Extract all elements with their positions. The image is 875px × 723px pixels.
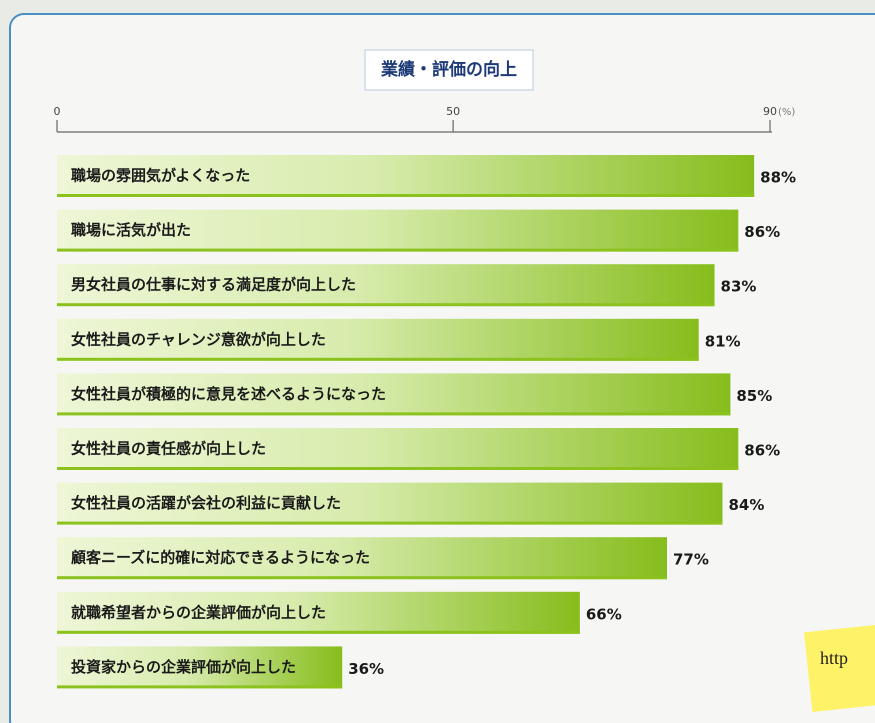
chart-title: 業績・評価の向上 (381, 59, 517, 80)
x-tick-label: 50 (446, 105, 460, 118)
category-label: 女性社員が積極的に意見を述べるようになった (71, 385, 386, 403)
category-label: 女性社員のチャレンジ意欲が向上した (71, 330, 326, 348)
bar-edge (57, 357, 699, 361)
bar-edge (57, 467, 739, 470)
bar-edge (57, 248, 739, 252)
bar (57, 428, 739, 470)
value-label: 86% (744, 442, 780, 460)
title-box (364, 49, 534, 91)
bar-edge (57, 685, 343, 689)
category-label: 職場に活気が出た (71, 221, 191, 239)
category-label: 男女社員の仕事に対する満足度が向上した (71, 276, 356, 294)
category-label: 女性社員の責任感が向上した (71, 440, 266, 458)
category-label: 就職希望者からの企業評価が向上した (71, 603, 326, 621)
value-label: 66% (586, 605, 622, 623)
bar-edge (57, 194, 755, 197)
value-label: 84% (728, 496, 764, 514)
bar (57, 264, 715, 307)
bar-edge (57, 412, 731, 416)
x-axis-unit: (%) (778, 107, 795, 118)
value-label: 81% (705, 332, 741, 350)
value-label: 86% (744, 223, 780, 241)
bar (57, 373, 731, 416)
category-label: 顧客ニーズに的確に対応できるようになった (71, 549, 370, 567)
bar (57, 209, 739, 252)
x-tick-label: 90 (763, 105, 777, 118)
value-label: 77% (673, 551, 709, 569)
bar (57, 646, 343, 689)
bar (57, 591, 580, 634)
x-tick-label: 0 (54, 105, 61, 118)
bar-edge (57, 630, 580, 634)
bar (57, 318, 699, 361)
bar (57, 482, 723, 525)
value-label: 36% (348, 660, 384, 678)
category-label: 投資家からの企業評価が向上した (71, 658, 296, 676)
bar-edge (57, 521, 723, 525)
sticky-note (804, 624, 875, 712)
bar-edge (57, 303, 715, 307)
note-text: http (820, 648, 848, 668)
value-label: 85% (736, 387, 772, 405)
value-label: 83% (721, 278, 757, 296)
category-label: 職場の雰囲気がよくなった (71, 167, 250, 185)
bar (57, 537, 668, 580)
bar-edge (57, 576, 668, 580)
value-label: 88% (760, 169, 796, 187)
bar (57, 155, 755, 197)
category-label: 女性社員の活躍が会社の利益に貢献した (71, 494, 341, 512)
